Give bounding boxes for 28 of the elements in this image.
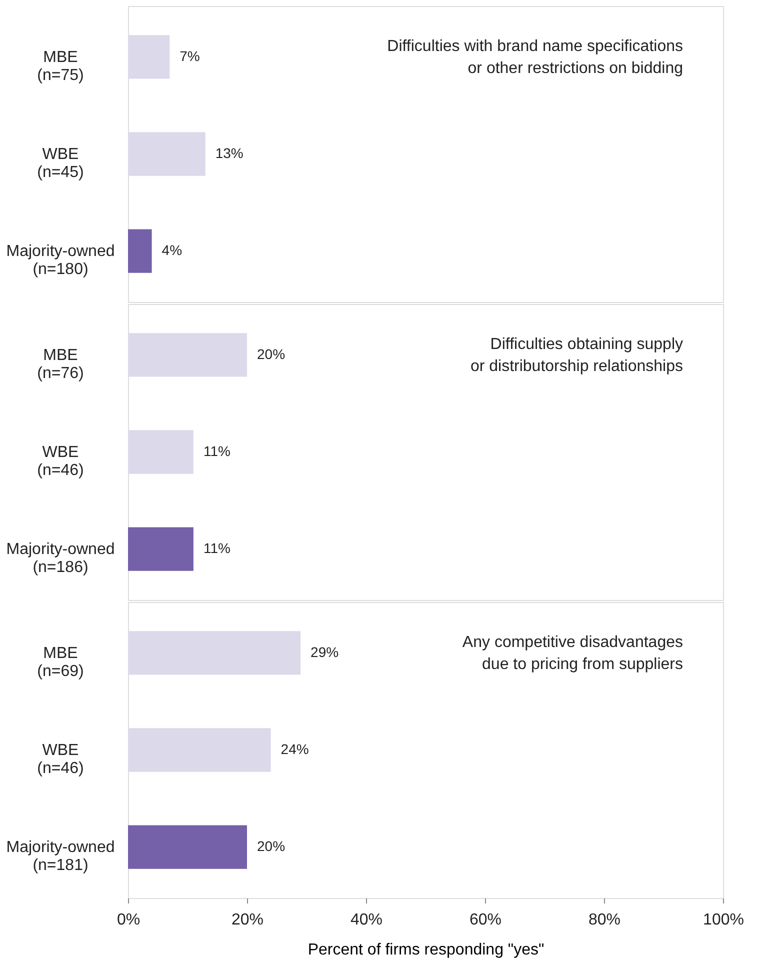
data-label: 20% — [257, 346, 286, 362]
y-tick-label: WBE (n=46) — [37, 742, 84, 777]
data-label: 24% — [280, 741, 309, 757]
data-label: 11% — [203, 443, 230, 459]
y-tick-label: Majority-owned (n=180) — [6, 243, 115, 278]
y-tick-label: Majority-owned (n=181) — [6, 839, 115, 874]
annotation: Any competitive disadvantages due to pricing from suppliers — [462, 634, 683, 673]
x-tick-label: 100% — [703, 912, 744, 928]
x-tick-label: 40% — [350, 912, 383, 928]
y-tick-label: WBE (n=45) — [37, 146, 84, 181]
x-tick-label: 80% — [588, 912, 621, 928]
data-label: 7% — [180, 48, 200, 64]
annotation: Difficulties obtaining supply or distributorship relationships — [470, 336, 683, 375]
y-tick-label: WBE (n=46) — [37, 444, 84, 479]
x-tick-label: 0% — [116, 912, 140, 928]
y-tick-label: MBE (n=69) — [37, 644, 84, 680]
data-label: 29% — [310, 644, 339, 660]
x-tick-label: 20% — [231, 912, 264, 928]
data-label: 4% — [162, 242, 182, 258]
y-tick-label: MBE (n=75) — [37, 48, 84, 84]
y-tick-label: MBE (n=76) — [37, 346, 84, 382]
data-label: 11% — [203, 540, 230, 556]
x-tick-label: 60% — [469, 912, 502, 928]
x-axis-title: Percent of firms responding "yes" — [308, 942, 544, 958]
y-tick-label: Majority-owned (n=186) — [6, 541, 115, 576]
annotation: Difficulties with brand name specifications or other restrictions on bidding — [387, 38, 683, 77]
data-label: 20% — [257, 838, 286, 854]
data-label: 13% — [215, 145, 244, 161]
